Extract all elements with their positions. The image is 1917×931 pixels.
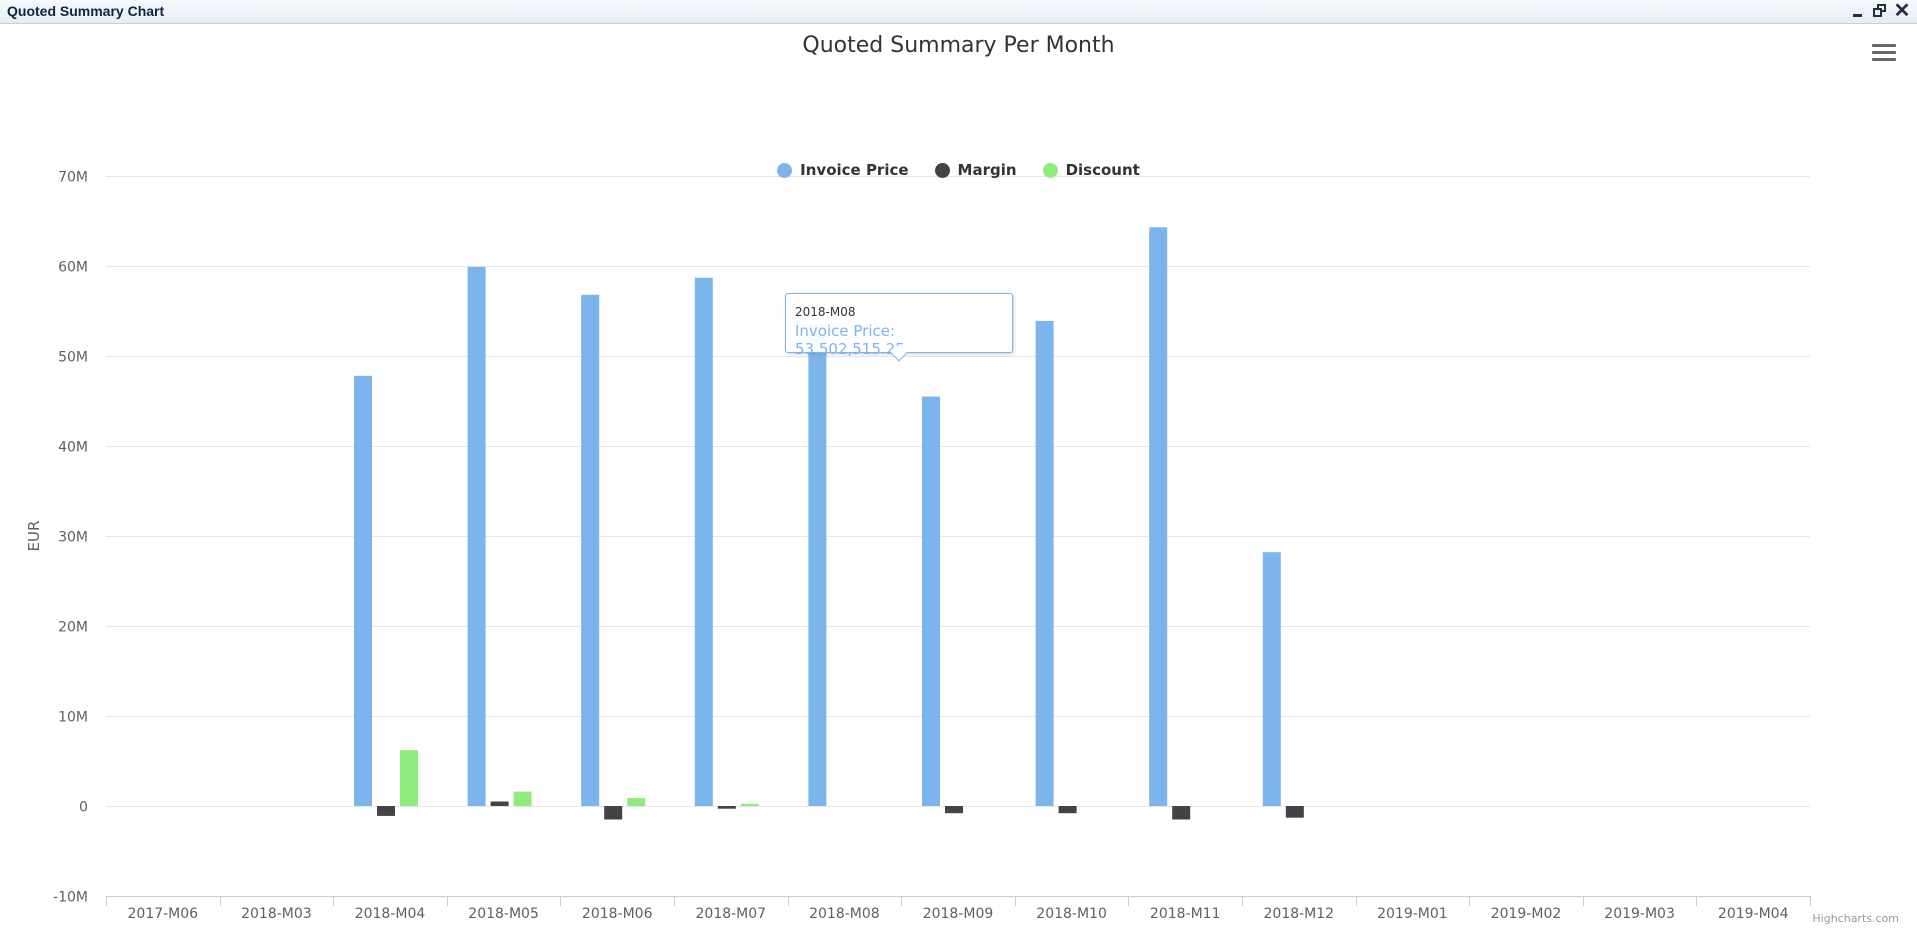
- y-tick-label: -10M: [53, 890, 88, 906]
- legend-label: Margin: [957, 161, 1017, 179]
- bar-margin[interactable]: [717, 806, 736, 809]
- bar-discount[interactable]: [740, 803, 759, 806]
- x-tick-label: 2017-M06: [128, 906, 199, 922]
- bar-invoice-price[interactable]: [354, 375, 372, 806]
- bar-invoice-price[interactable]: [1035, 320, 1054, 806]
- legend-item[interactable]: Invoice Price: [777, 161, 909, 179]
- bar-invoice-price[interactable]: [1149, 227, 1168, 807]
- x-tick-label: 2018-M09: [923, 906, 994, 922]
- tooltip-value: Invoice Price: 53,502,515.25: [795, 322, 905, 358]
- x-tick-label: 2019-M02: [1491, 906, 1562, 922]
- hamburger-menu-icon[interactable]: [1872, 44, 1896, 64]
- legend-label: Invoice Price: [800, 161, 909, 179]
- close-icon[interactable]: ✕: [1893, 0, 1911, 22]
- legend-marker: [934, 162, 950, 178]
- bar-margin[interactable]: [490, 801, 509, 807]
- bar-invoice-price[interactable]: [467, 266, 486, 806]
- x-tick-label: 2019-M04: [1718, 906, 1789, 922]
- tooltip-header: 2018-M08: [795, 305, 856, 319]
- x-tick-label: 2018-M03: [241, 906, 312, 922]
- y-axis-title: EUR: [25, 521, 43, 552]
- x-tick-label: 2018-M04: [355, 906, 426, 922]
- x-tick-label: 2018-M05: [468, 906, 539, 922]
- bar-margin[interactable]: [1285, 806, 1304, 818]
- bar-margin[interactable]: [604, 806, 623, 820]
- x-tick-label: 2018-M06: [582, 906, 653, 922]
- tooltip: 2018-M08 Invoice Price: 53,502,515.25: [785, 293, 1013, 358]
- restore-icon[interactable]: [1871, 2, 1889, 20]
- x-tick-label: 2019-M03: [1604, 906, 1675, 922]
- y-tick-label: 50M: [58, 350, 88, 366]
- bar-margin[interactable]: [377, 806, 395, 816]
- credits-link[interactable]: Highcharts.com: [1812, 912, 1899, 925]
- x-tick-label: 2018-M08: [809, 906, 880, 922]
- bar-discount[interactable]: [513, 791, 532, 806]
- bar-margin[interactable]: [1172, 806, 1191, 820]
- y-tick-label: 20M: [58, 620, 88, 636]
- x-tick-label: 2018-M07: [696, 906, 767, 922]
- x-tick-label: 2018-M12: [1264, 906, 1335, 922]
- bar-margin[interactable]: [945, 806, 963, 814]
- legend: Invoice Price Margin Discount: [0, 161, 1917, 179]
- y-tick-label: 0: [79, 800, 88, 816]
- bar-invoice-price[interactable]: [694, 277, 713, 806]
- bar-invoice-price[interactable]: [1262, 552, 1281, 806]
- y-tick-label: 10M: [58, 710, 88, 726]
- bar-discount[interactable]: [400, 750, 418, 806]
- bar-invoice-price[interactable]: [581, 294, 600, 806]
- chart-title: Quoted Summary Per Month: [802, 33, 1115, 58]
- x-tick-label: 2018-M10: [1036, 906, 1107, 922]
- bars: [354, 227, 1304, 820]
- legend-label: Discount: [1065, 161, 1140, 179]
- x-tick-label: 2019-M01: [1377, 906, 1448, 922]
- y-tick-label: 30M: [58, 530, 88, 546]
- bar-discount[interactable]: [627, 797, 646, 806]
- legend-marker: [1042, 162, 1058, 178]
- axes: -10M 0 10M 20M 30M 40M 50M 60M 70M EUR 2017-M06 201…: [25, 170, 1811, 922]
- bar-margin[interactable]: [1058, 806, 1077, 814]
- x-tick-label: 2018-M11: [1150, 906, 1221, 922]
- legend-item[interactable]: Discount: [1042, 161, 1140, 179]
- bar-invoice-price[interactable]: [922, 396, 940, 807]
- y-tick-label: 60M: [58, 260, 88, 276]
- window-controls: ✕: [1849, 0, 1911, 22]
- bar-invoice-price[interactable]: [808, 324, 827, 806]
- minimize-icon[interactable]: [1849, 2, 1867, 20]
- legend-marker: [777, 162, 793, 178]
- y-tick-label: 40M: [58, 440, 88, 456]
- y-tick-label: 70M: [58, 170, 88, 186]
- window-title: Quoted Summary Chart: [7, 3, 165, 19]
- window-titlebar: Quoted Summary Chart ✕: [0, 0, 1917, 24]
- legend-item[interactable]: Margin: [934, 161, 1017, 179]
